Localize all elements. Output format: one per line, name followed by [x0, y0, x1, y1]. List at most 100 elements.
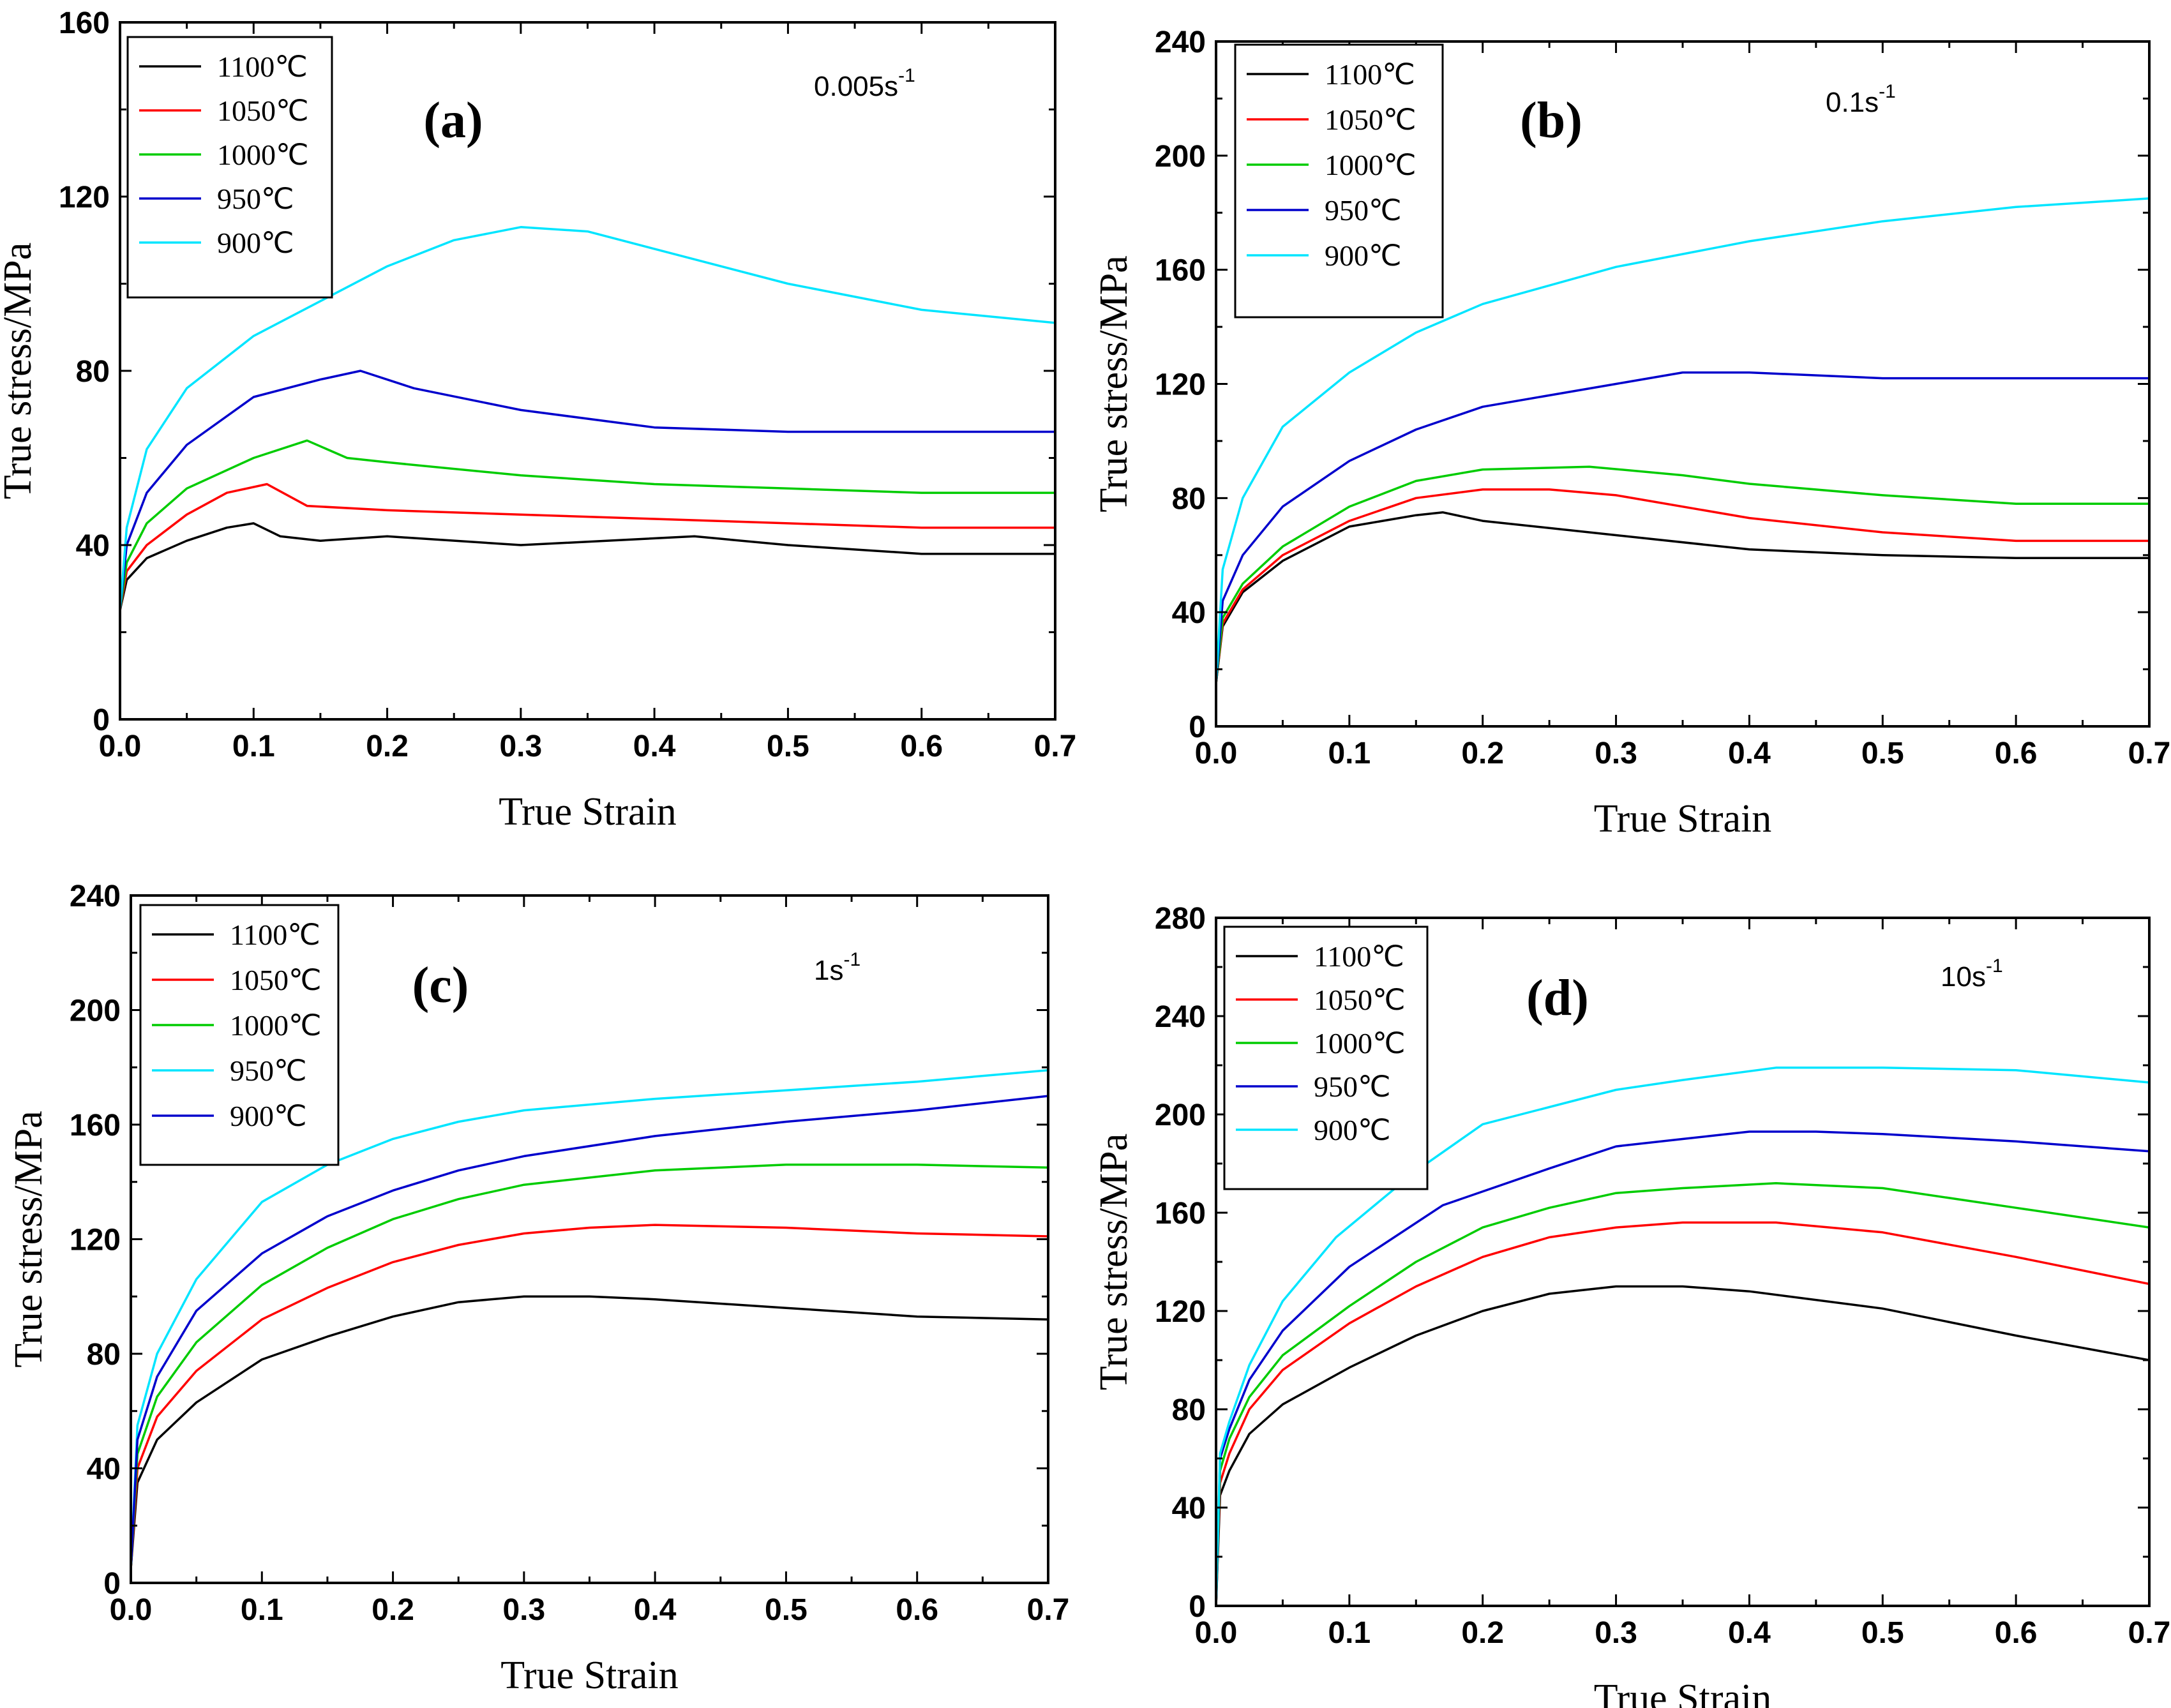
- y-tick-label: 0: [1189, 710, 1206, 744]
- legend-entry: 1000℃: [1314, 1027, 1406, 1060]
- legend-entry: 1000℃: [230, 1009, 322, 1042]
- x-tick-label: 0.5: [765, 1593, 808, 1627]
- panel-label: (b): [1520, 93, 1582, 149]
- legend-box: [1234, 43, 1444, 318]
- y-tick-label: 40: [1172, 1492, 1206, 1525]
- strain-rate-label: 0.005s-1: [814, 65, 915, 102]
- x-tick-label: 0.0: [99, 730, 142, 763]
- y-axis-label: True stress/MPa: [1092, 1134, 1136, 1391]
- y-tick-label: 80: [76, 355, 110, 389]
- legend-entry: 900℃: [1325, 239, 1402, 272]
- y-tick-label: 0: [1189, 1590, 1206, 1624]
- series-line: [1216, 488, 2149, 684]
- x-tick-label: 0.3: [1595, 737, 1637, 770]
- x-tick-label: 0.5: [767, 730, 809, 763]
- x-axis-label: True Strain: [500, 1654, 678, 1697]
- legend-box: [139, 904, 340, 1166]
- series-line: [1216, 465, 2149, 684]
- y-tick-label: 120: [1155, 1295, 1206, 1329]
- x-tick-label: 0.3: [499, 730, 542, 763]
- x-tick-label: 0.1: [232, 730, 275, 763]
- x-tick-label: 0.1: [1328, 737, 1371, 770]
- y-tick-label: 200: [70, 994, 121, 1028]
- y-tick-label: 200: [1155, 140, 1206, 174]
- x-tick-label: 0.3: [1595, 1616, 1637, 1650]
- series-line: [1216, 371, 2149, 684]
- y-tick-label: 80: [1172, 482, 1206, 516]
- x-tick-label: 0.6: [896, 1593, 938, 1627]
- x-tick-label: 0.7: [2128, 1616, 2171, 1650]
- x-tick-label: 0.4: [1728, 737, 1771, 770]
- x-tick-label: 0.1: [241, 1593, 283, 1627]
- y-tick-label: 240: [1155, 1000, 1206, 1034]
- legend-entry: 900℃: [1314, 1114, 1391, 1146]
- legend-entry: 1050℃: [1314, 984, 1406, 1016]
- series-line: [1216, 197, 2149, 684]
- series-line: [120, 370, 1055, 611]
- series-line: [120, 439, 1055, 611]
- chart-panel: 0.0 0.1 0.2 0.3 0.4 0.5 0.6 0.7 0 40 80 120 160 200 24…: [1092, 26, 2170, 841]
- legend-entry: 950℃: [1314, 1070, 1391, 1103]
- legend-entry: 950℃: [1325, 194, 1402, 227]
- y-tick-label: 80: [1172, 1393, 1206, 1427]
- series-line: [1216, 1221, 2149, 1606]
- legend-entry: 1050℃: [217, 94, 309, 127]
- x-tick-label: 0.7: [2128, 737, 2171, 770]
- series-line: [120, 226, 1055, 611]
- series-line: [1216, 1285, 2149, 1606]
- y-tick-label: 160: [1155, 254, 1206, 288]
- y-tick-label: 240: [1155, 26, 1206, 59]
- series-line: [131, 1068, 1048, 1569]
- legend-entry: 1100℃: [230, 918, 320, 951]
- y-tick-label: 240: [70, 880, 121, 913]
- x-tick-label: 0.3: [502, 1593, 545, 1627]
- legend: 1100℃ 1050℃ 1000℃ 950℃ 900℃: [1223, 925, 1429, 1190]
- y-tick-label: 40: [1172, 596, 1206, 630]
- x-tick-label: 0.4: [634, 1593, 677, 1627]
- y-tick-label: 160: [70, 1109, 121, 1142]
- x-tick-label: 0.7: [1034, 730, 1077, 763]
- chart-panel: 0.0 0.1 0.2 0.3 0.4 0.5 0.6 0.7 0 40 80 120 160 200 24…: [1092, 902, 2170, 1708]
- legend: 1100℃ 1050℃ 1000℃ 950℃ 900℃: [126, 36, 333, 299]
- panel-label: (c): [412, 957, 469, 1014]
- legend-entry: 1100℃: [1325, 58, 1415, 91]
- y-tick-label: 0: [93, 703, 110, 737]
- series-line: [131, 1224, 1048, 1569]
- y-tick-label: 160: [59, 6, 110, 40]
- legend-box: [1223, 925, 1429, 1190]
- series-line: [131, 1095, 1048, 1569]
- x-tick-label: 0.6: [1995, 1616, 2038, 1650]
- y-tick-label: 0: [103, 1567, 121, 1601]
- legend-entry: 1100℃: [217, 50, 308, 83]
- x-tick-label: 0.0: [1195, 737, 1238, 770]
- legend: 1100℃ 1050℃ 1000℃ 950℃ 900℃: [1234, 43, 1444, 318]
- y-tick-label: 120: [1155, 368, 1206, 402]
- x-tick-label: 0.2: [1461, 737, 1504, 770]
- y-tick-label: 80: [87, 1338, 121, 1372]
- x-tick-label: 0.2: [366, 730, 409, 763]
- x-tick-label: 0.5: [1861, 737, 1904, 770]
- x-tick-label: 0.2: [1461, 1616, 1504, 1650]
- chart-panel: 0.0 0.1 0.2 0.3 0.4 0.5 0.6 0.7 0 40 80 120 160 200 24…: [7, 880, 1069, 1697]
- x-tick-label: 0.6: [900, 730, 943, 763]
- y-tick-label: 120: [70, 1224, 121, 1257]
- chart-panel: 0.0 0.1 0.2 0.3 0.4 0.5 0.6 0.7 0 40 80 120 160 True …: [0, 6, 1076, 834]
- x-tick-label: 0.4: [633, 730, 676, 763]
- series-line: [120, 522, 1055, 611]
- y-tick-label: 120: [59, 181, 110, 214]
- y-axis-label: True stress/MPa: [7, 1111, 50, 1368]
- strain-rate-label: 10s-1: [1941, 955, 2003, 993]
- x-tick-label: 0.5: [1861, 1616, 1904, 1650]
- series-line: [1216, 1182, 2149, 1606]
- strain-rate-label: 1s-1: [814, 949, 860, 986]
- strain-rate-label: 0.1s-1: [1826, 81, 1896, 118]
- series-line: [131, 1164, 1048, 1569]
- panel-label: (a): [423, 93, 483, 149]
- strain-rate-exponent: -1: [1879, 81, 1896, 102]
- strain-rate-exponent: -1: [898, 65, 915, 86]
- x-tick-label: 0.6: [1995, 737, 2038, 770]
- x-tick-label: 0.4: [1728, 1616, 1771, 1650]
- series-line: [1216, 1067, 2149, 1606]
- y-tick-label: 280: [1155, 902, 1206, 936]
- legend-entry: 1050℃: [230, 964, 322, 996]
